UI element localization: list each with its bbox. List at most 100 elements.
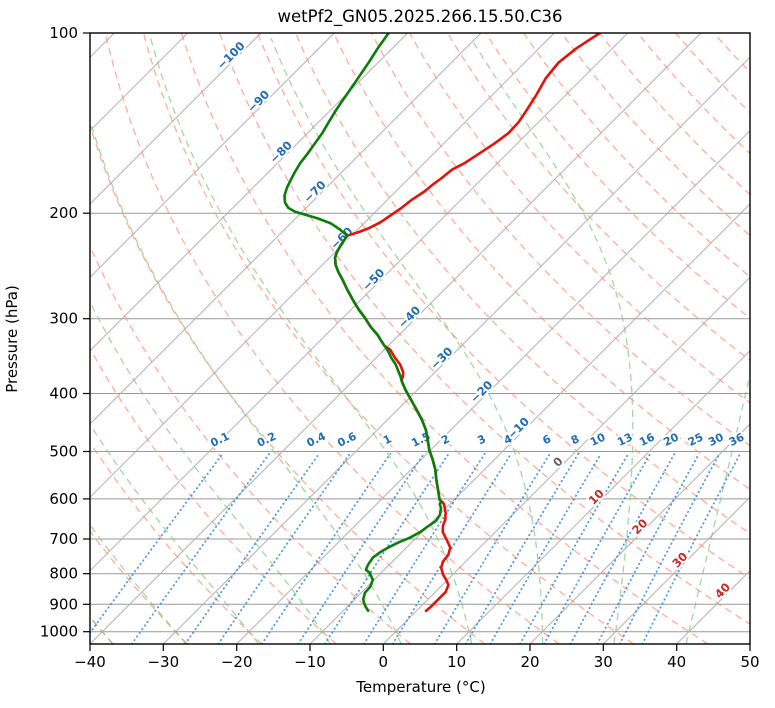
mixing-ratio-label: 10 <box>588 430 608 449</box>
mixing-ratio-label: 6 <box>540 432 553 447</box>
mixing-ratio-line <box>433 452 551 644</box>
x-tick-label: 30 <box>594 653 613 671</box>
moist-adiabat-line <box>90 523 187 644</box>
isotherm-label: −70 <box>301 178 329 206</box>
isotherm-label: 40 <box>712 580 733 601</box>
isotherm-label: 20 <box>629 516 650 537</box>
background-grid <box>90 33 775 644</box>
mixing-ratio-label: 8 <box>569 432 582 447</box>
dry-adiabat-line <box>142 33 634 644</box>
x-tick-label: 50 <box>740 653 759 671</box>
dry-adiabat-line <box>333 33 750 491</box>
isotherm-line <box>236 129 750 644</box>
mixing-ratio-line <box>261 452 392 644</box>
dry-adiabat-line <box>90 244 412 644</box>
mixing-ratio-label: 0.4 <box>305 429 329 449</box>
isotherm-line <box>749 643 750 644</box>
dry-adiabat-line <box>752 33 775 644</box>
isotherm-label: −20 <box>467 378 495 406</box>
moist-adiabat-line <box>149 37 473 644</box>
dry-adiabat-line <box>219 33 750 625</box>
isotherm-line <box>382 276 750 644</box>
dry-adiabat-line <box>104 33 560 644</box>
isotherm-line <box>90 33 702 644</box>
isotherm-line <box>90 33 629 572</box>
moist-adiabat-line <box>90 300 331 644</box>
moist-adiabat-line <box>90 118 402 644</box>
moist-adiabat-line <box>90 423 260 644</box>
isotherm-label: −30 <box>427 344 455 372</box>
isotherm-line <box>529 423 750 644</box>
y-tick-label: 800 <box>49 565 78 583</box>
y-tick-label: 400 <box>49 385 78 403</box>
dry-adiabat-line <box>637 33 750 155</box>
mixing-ratio-line <box>130 452 271 644</box>
dry-adiabat-line <box>599 33 750 196</box>
mixing-ratio-label: 30 <box>706 430 726 449</box>
isotherm-line <box>676 569 750 644</box>
isotherm-label: −100 <box>214 39 248 73</box>
temperature-curve <box>333 33 602 613</box>
moist-adiabat-line <box>759 38 775 644</box>
isotherm-label: −80 <box>267 138 295 166</box>
mixing-ratio-line <box>489 452 602 644</box>
isotherm-line <box>602 496 750 644</box>
isotherm-line <box>90 33 189 132</box>
isotherm-line <box>90 33 335 279</box>
isotherm-label: 10 <box>586 486 607 507</box>
mixing-ratio-label: 20 <box>661 430 681 449</box>
dry-adiabat-line <box>523 33 750 278</box>
isotherm-line <box>90 33 555 499</box>
dry-adiabat-line <box>90 530 189 644</box>
dry-adiabat-line <box>90 441 263 644</box>
x-tick-label: −20 <box>221 653 253 671</box>
mixing-ratio-line <box>543 452 652 644</box>
moist-adiabat-line <box>470 37 634 644</box>
mixing-ratio-line <box>391 452 513 644</box>
mixing-ratio-line <box>363 452 486 644</box>
y-tick-label: 100 <box>49 24 78 42</box>
y-tick-label: 200 <box>49 204 78 222</box>
mixing-ratio-line <box>596 452 700 644</box>
x-tick-label: −30 <box>147 653 179 671</box>
moist-adiabat-line <box>685 371 750 644</box>
mixing-ratio-line <box>641 452 741 644</box>
x-tick-label: 0 <box>379 653 389 671</box>
mixing-ratio-label: 3 <box>475 432 488 447</box>
dry-adiabat-line <box>485 33 750 320</box>
mixing-ratio-label: 1 <box>381 432 394 447</box>
mixing-ratio-line <box>297 452 425 644</box>
dry-adiabat-line <box>180 33 709 644</box>
x-tick-label: 20 <box>520 653 539 671</box>
isotherm-line <box>90 33 482 425</box>
y-tick-label: 500 <box>49 443 78 461</box>
mixing-ratio-label: 25 <box>686 431 705 449</box>
dry-adiabat-line <box>409 33 750 404</box>
dry-adiabat-line <box>371 33 750 447</box>
dry-adiabat-line <box>447 33 750 362</box>
mixing-ratio-line <box>217 452 351 644</box>
x-tick-label: −40 <box>74 653 106 671</box>
mixing-ratio-line <box>618 452 721 644</box>
y-tick-label: 600 <box>49 490 78 508</box>
mixing-ratio-label: 36 <box>727 430 747 449</box>
y-tick-label: 700 <box>49 530 78 548</box>
isotherm-line <box>90 33 409 352</box>
y-tick-label: 300 <box>49 310 78 328</box>
moist-adiabat-line <box>270 37 544 644</box>
mixing-ratio-label: 13 <box>615 431 634 449</box>
isotherm-label: 0 <box>550 454 566 470</box>
isotherm-line <box>162 56 750 644</box>
sounding-profiles <box>283 33 602 613</box>
chart-title: wetPf2_GN05.2025.266.15.50.C36 <box>278 7 563 27</box>
dry-adiabat-line <box>257 33 750 580</box>
isotherm-line <box>456 349 750 644</box>
mixing-ratio-line <box>324 452 450 644</box>
mixing-ratio-line <box>569 452 676 644</box>
mixing-ratio-line <box>519 452 630 644</box>
inline-line-labels: −100−90−80−70−60−50−40−30−20−10010203040… <box>206 37 748 603</box>
plot-border <box>89 32 751 645</box>
isotherm-label: −50 <box>359 266 387 294</box>
